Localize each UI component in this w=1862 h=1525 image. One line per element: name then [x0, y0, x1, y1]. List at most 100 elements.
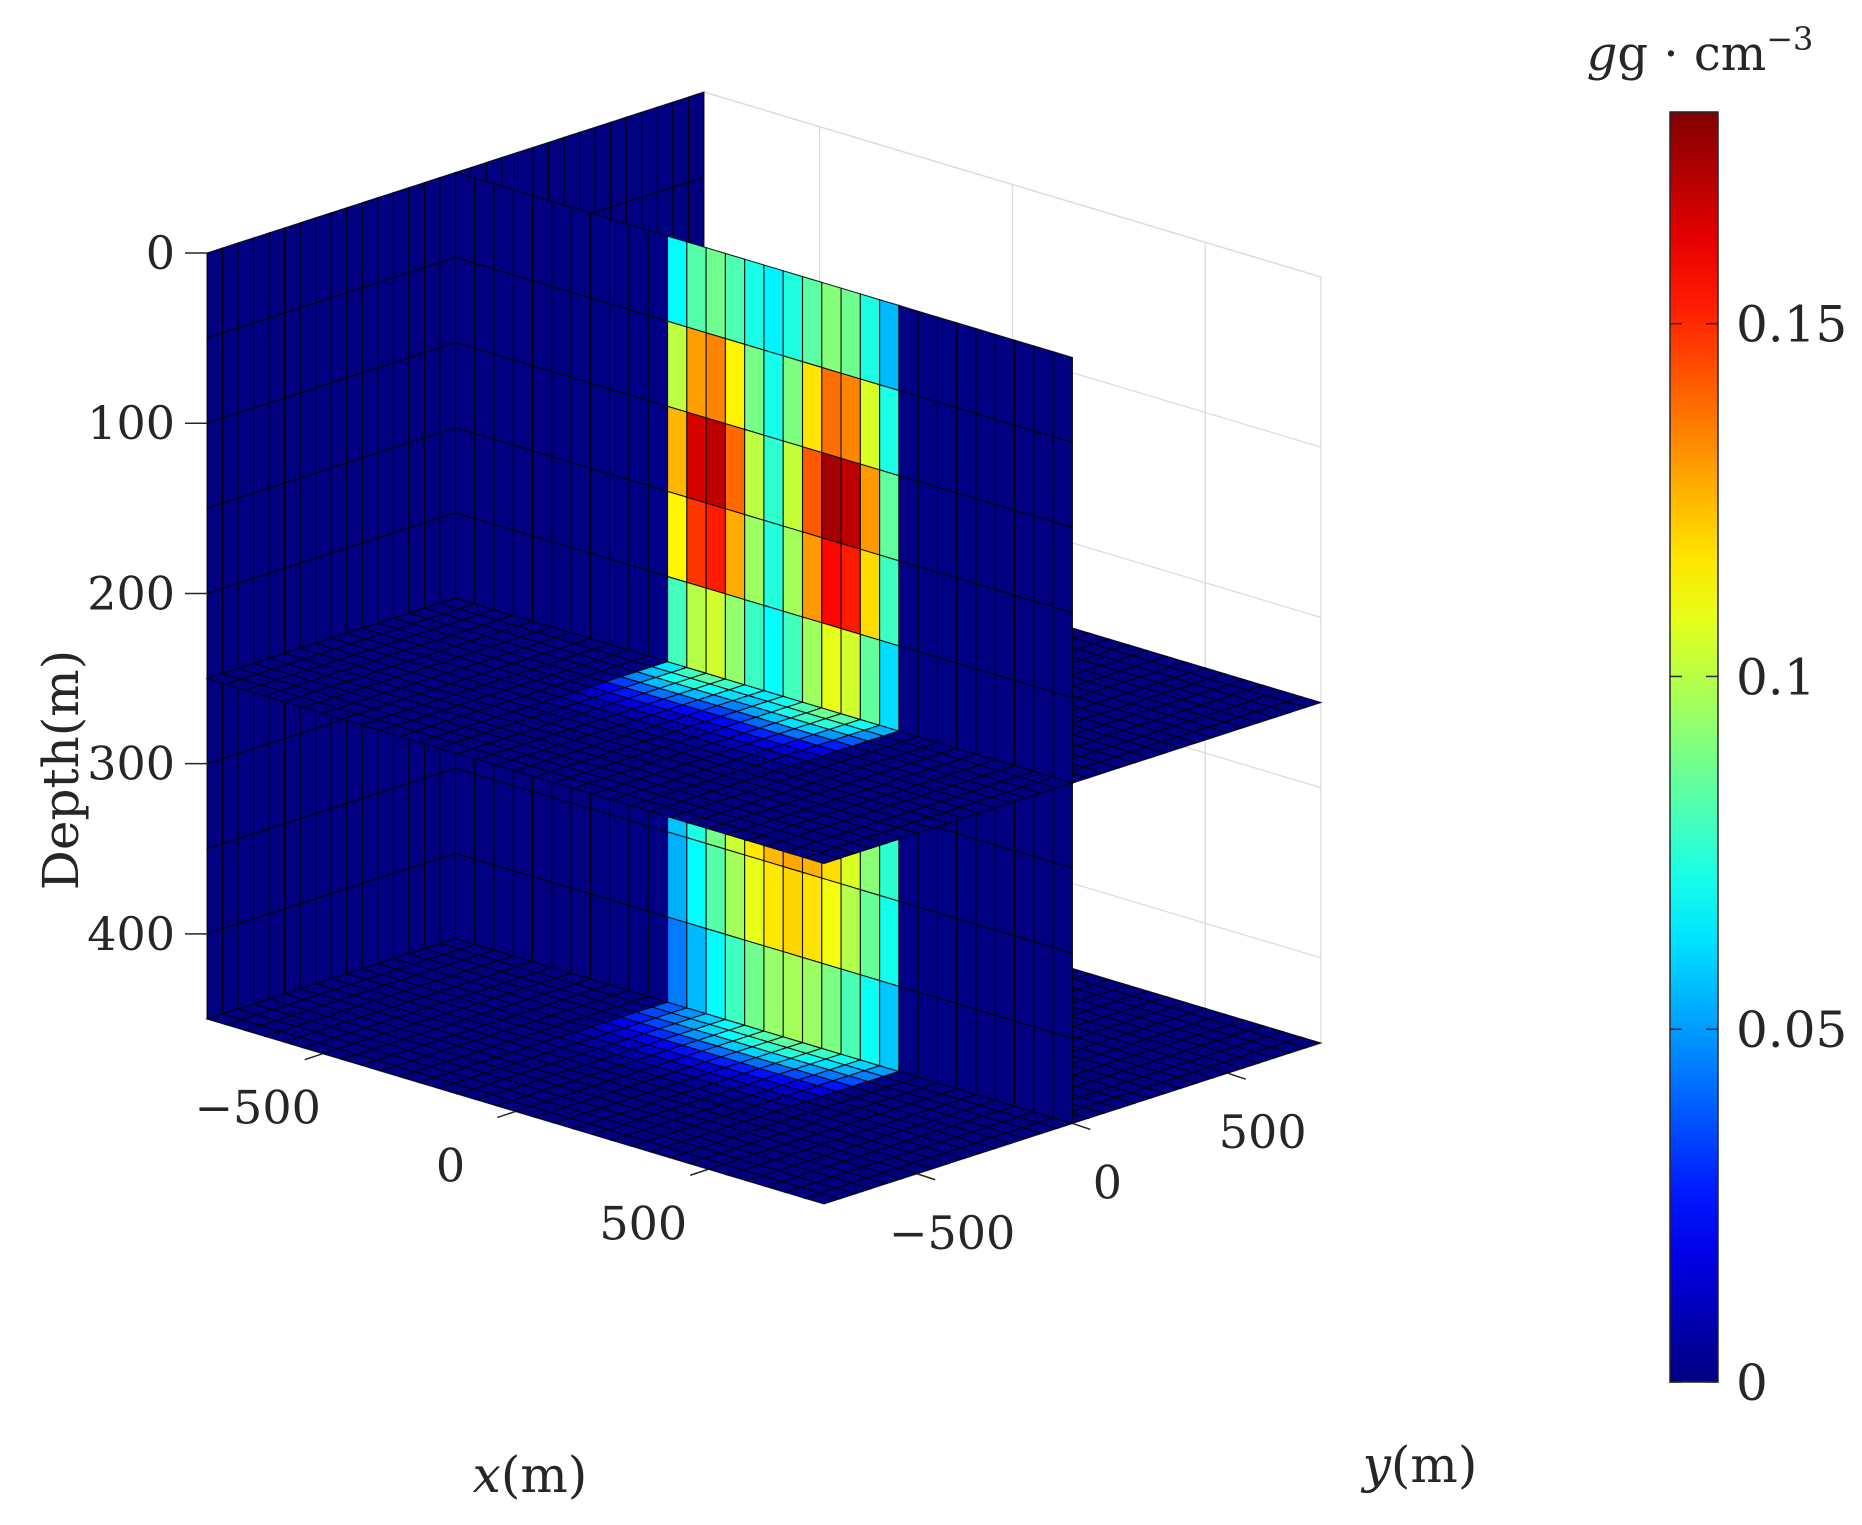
y-slice-cell: [454, 342, 476, 435]
y-slice-cell: [898, 389, 919, 483]
x-slice-cell: [284, 307, 301, 399]
x-slice-cell: [315, 297, 332, 389]
x-slice-cell: [610, 116, 627, 209]
y-slice-cell: [474, 177, 495, 270]
x-slice-cell: [284, 732, 301, 825]
x-slice-cell: [206, 417, 224, 510]
y-slice-cell: [1033, 600, 1054, 693]
x-slice-cell: [315, 892, 332, 985]
y-slice-cell: [975, 838, 996, 931]
y-slice-cell: [551, 881, 572, 974]
y-slice-cell: [532, 875, 553, 969]
y-slice-cell: [840, 372, 861, 465]
y-slice-cell: [917, 821, 939, 914]
x-slice-cell: [206, 332, 224, 424]
y-slice-cell: [493, 353, 514, 446]
x-slice-cell: [206, 928, 224, 1020]
x-slice-cell: [315, 382, 332, 474]
y-slice-cell: [570, 206, 591, 299]
x-slice-cell: [423, 857, 441, 950]
x-slice-cell: [423, 432, 441, 524]
y-slice-cell: [1052, 691, 1073, 784]
colorbar-tick-label: 0.05: [1736, 1001, 1847, 1059]
colorbar-tick-label: 0.1: [1736, 648, 1816, 706]
x-slice-cell: [377, 447, 394, 539]
x-slice-cell: [221, 242, 239, 334]
y-slice-cell: [512, 359, 534, 452]
x-slice-cell: [330, 802, 348, 895]
y-slice-cell: [647, 229, 669, 322]
x-slice-cell: [268, 907, 286, 1000]
y-slice-cell: [609, 473, 630, 566]
y-slice-cell: [1014, 935, 1035, 1028]
y-slice-cell: [956, 1002, 977, 1096]
y-slice-cell: [512, 870, 534, 963]
y-tick-1: [1072, 1122, 1091, 1131]
z-slice-cell: [802, 1192, 842, 1205]
y-slice-cell: [686, 922, 707, 1015]
y-slice-cell: [994, 418, 1016, 512]
x-slice-cell: [361, 537, 379, 630]
y-slice-cell: [1052, 861, 1073, 954]
x-slice-cell: [315, 467, 332, 559]
y-slice-cell: [840, 883, 861, 976]
x-slice-cell: [408, 862, 425, 955]
x-slice-cell: [299, 217, 317, 309]
x-slice-cell: [330, 717, 348, 810]
y-slice-cell: [859, 463, 881, 556]
y-slice-cell: [879, 639, 900, 732]
y-slice-cell: [628, 394, 649, 487]
y-slice-cell: [1014, 594, 1035, 688]
y-slice-cell: [821, 451, 842, 545]
x-slice-cell: [237, 832, 255, 925]
x-slice-cell: [237, 577, 255, 670]
y-slice-cell: [801, 446, 823, 539]
x-slice-cell: [299, 557, 317, 650]
y-slice-cell: [859, 548, 881, 641]
y-tick-0: [916, 1173, 936, 1181]
y-slice-cell: [532, 450, 553, 543]
y-slice-cell: [667, 320, 688, 413]
y-slice-cell: [647, 825, 669, 918]
y-tick-2: [1227, 1072, 1246, 1080]
x-slice-cell: [408, 777, 425, 870]
x-slice-cell: [237, 747, 255, 840]
x-slice-cell: [377, 276, 394, 369]
y-axis-label: y(m): [1361, 1436, 1478, 1494]
x-slice-cell: [330, 462, 348, 554]
x-slice-cell: [237, 237, 255, 329]
x-slice-cell: [299, 727, 317, 820]
x-slice-cell: [392, 357, 410, 449]
y-slice-cell: [879, 894, 900, 988]
y-slice-cell: [994, 844, 1016, 937]
x-slice-cell: [253, 913, 270, 1005]
y-slice-cell: [609, 303, 630, 396]
y-slice-cell: [551, 541, 572, 634]
y-slice-cell: [589, 808, 611, 901]
y-slice-cell: [936, 486, 958, 579]
x-slice-cell: [377, 191, 394, 284]
y-slice-cell: [705, 332, 726, 425]
y-slice-cell: [609, 218, 630, 311]
x-slice-cell: [206, 757, 224, 850]
x-slice-cell: [315, 552, 332, 645]
y-slice-cell: [667, 916, 688, 1009]
y-slice-cell: [667, 405, 688, 498]
colorbar-unit: gg · cm−3: [1587, 20, 1814, 82]
x-slice-cell: [439, 767, 457, 860]
colorbar-tick-label: 0: [1736, 1354, 1768, 1412]
y-slice-cell: [956, 322, 977, 415]
y-slice-cell: [1033, 430, 1054, 523]
slices: [205, 91, 1323, 1205]
x-slice-cell: [221, 752, 239, 845]
y-slice-cell: [1052, 606, 1073, 699]
y-slice-cell: [801, 616, 823, 709]
x-slice-cell: [221, 412, 239, 505]
x-slice-cell: [687, 91, 705, 183]
x-slice-cell: [299, 897, 317, 990]
x-slice-cell: [268, 227, 286, 319]
x-slice-cell: [268, 737, 286, 830]
x-slice-cell: [423, 517, 441, 609]
x-slice-cell: [330, 377, 348, 469]
axis-ticks: [185, 252, 1246, 1181]
